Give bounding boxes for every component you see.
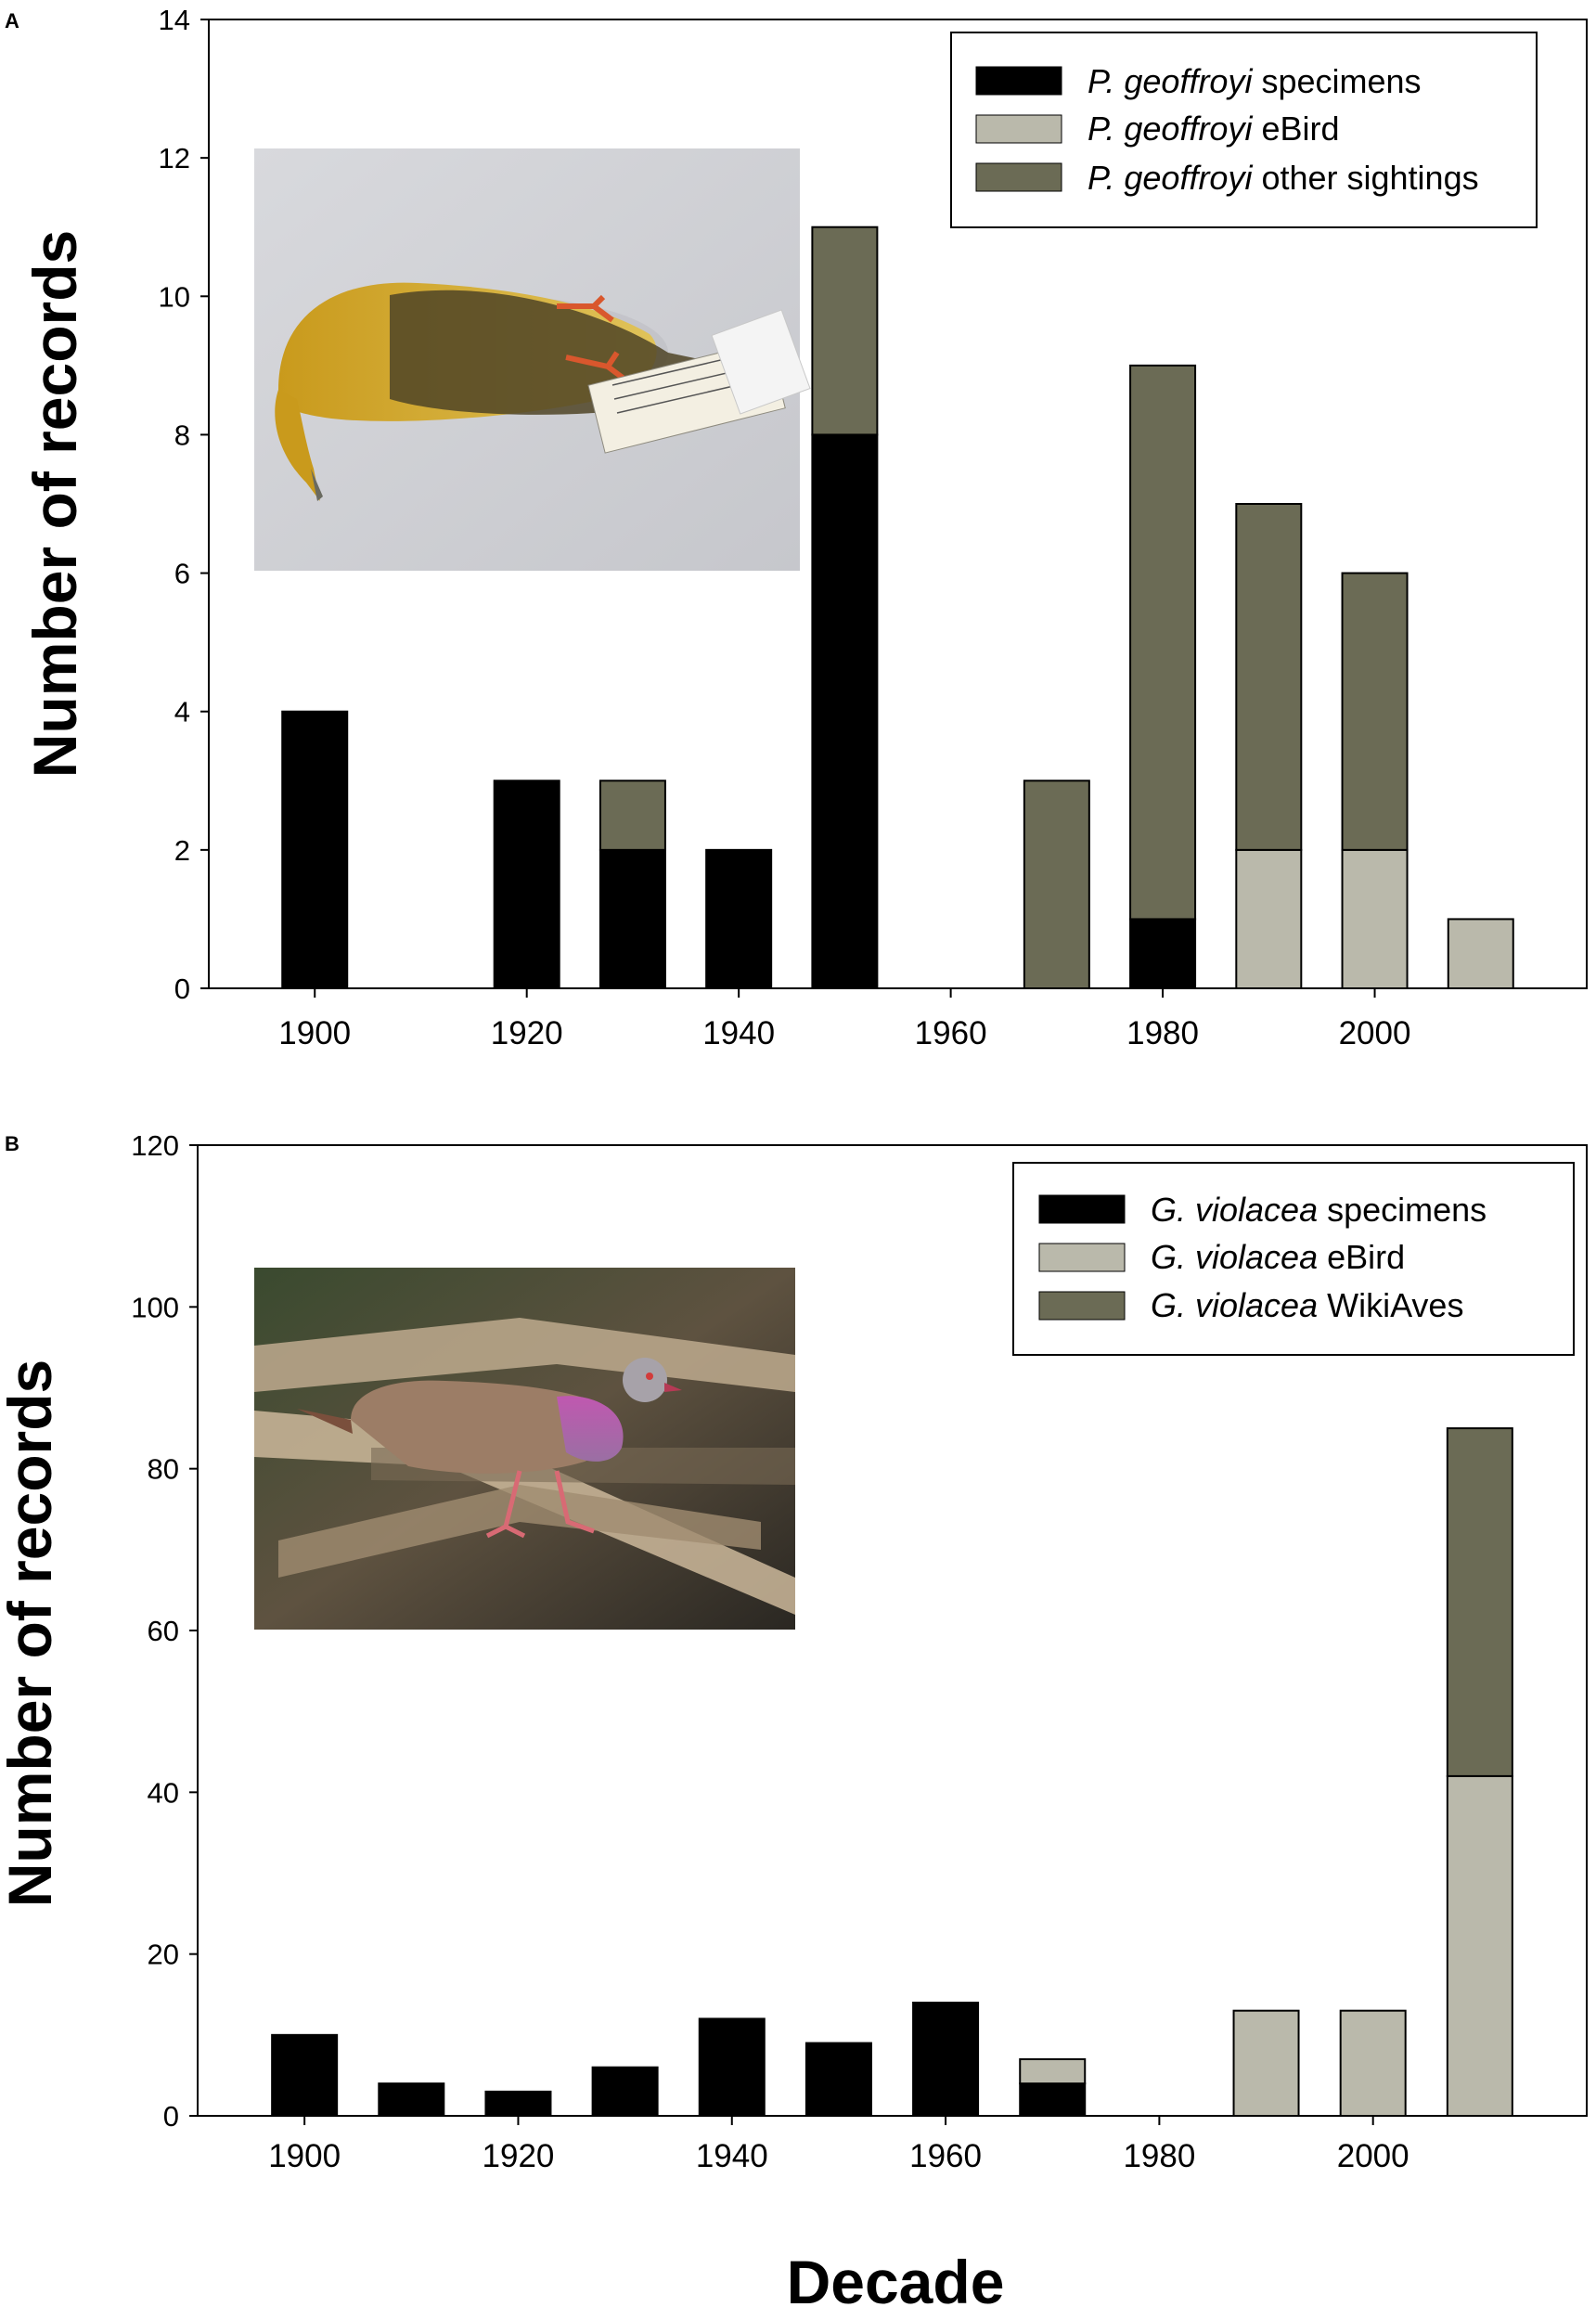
bar-a-2000-other	[1341, 572, 1409, 851]
x-tick-label-b-1920: 1920	[483, 2138, 555, 2174]
y-tick-label-b-120: 120	[131, 1129, 179, 1162]
bar-a-1970-other	[1023, 780, 1090, 989]
svg-text:G. violacea WikiAves: G. violacea WikiAves	[1151, 1286, 1463, 1324]
bar-b-1960-specimens	[912, 2001, 980, 2117]
panel-letter-b: B	[5, 1132, 19, 1155]
x-axis-title: Decade	[787, 2248, 1005, 2316]
y-tick-label-a-14: 14	[159, 4, 190, 36]
y-tick-label-a-8: 8	[174, 419, 190, 451]
bar-a-1980-specimens	[1129, 918, 1197, 990]
legend-label-b-2-rest: WikiAves	[1318, 1286, 1463, 1324]
legend-swatch-b-0	[1038, 1194, 1126, 1224]
bar-b-2010-ebird	[1446, 1774, 1513, 2118]
bar-a-1900-specimens	[281, 710, 349, 989]
x-tick-label-a-1960: 1960	[915, 1015, 987, 1051]
x-tick-label-a-2000: 2000	[1339, 1015, 1411, 1051]
legend-label-a-0-rest: specimens	[1252, 62, 1421, 100]
bar-b-1910-specimens	[378, 2082, 445, 2117]
svg-text:G. violacea eBird: G. violacea eBird	[1151, 1238, 1405, 1276]
legend-swatch-a-1	[975, 114, 1062, 144]
legend-label-a-2-species: P. geoffroyi	[1088, 159, 1253, 197]
legend-swatch-a-2	[975, 162, 1062, 192]
legend-label-a-0-species: P. geoffroyi	[1088, 62, 1253, 100]
y-tick-label-b-40: 40	[148, 1776, 179, 1809]
bar-b-1900-specimens	[271, 2033, 339, 2117]
legend-label-b-0-rest: specimens	[1318, 1191, 1487, 1229]
x-axis-a: 1900 1920 1940 1960 1980 2000	[278, 988, 1410, 1051]
panel-b: B 0 20 40 60 80 100 120 1900 1920 1940 1960 1980 20…	[0, 1129, 1588, 2316]
legend-swatch-b-2	[1038, 1291, 1126, 1321]
svg-text:P. geoffroyi specimens: P. geoffroyi specimens	[1088, 62, 1422, 100]
bar-a-1990-other	[1235, 503, 1303, 851]
legend-label-a-2-rest: other sightings	[1252, 159, 1478, 197]
legend-label-b-1-rest: eBird	[1318, 1238, 1405, 1276]
x-tick-label-a-1940: 1940	[702, 1015, 775, 1051]
bar-a-1950-specimens	[811, 433, 879, 989]
violaceous-quail-dove-photo	[254, 1268, 795, 1630]
y-axis-b: 0 20 40 60 80 100 120	[131, 1129, 198, 2133]
svg-text:G. violacea specimens: G. violacea specimens	[1151, 1191, 1487, 1229]
bar-a-1950-other	[811, 226, 879, 436]
bar-a-1990-ebird	[1235, 848, 1303, 989]
bar-b-1970-specimens	[1019, 2082, 1087, 2117]
bar-b-1990-ebird	[1232, 2009, 1300, 2118]
bar-b-1930-specimens	[591, 2066, 659, 2117]
bar-a-1980-other	[1129, 364, 1197, 921]
bar-b-2010-wikiaves	[1446, 1427, 1513, 1777]
y-tick-label-a-0: 0	[174, 973, 190, 1005]
x-tick-label-b-1940: 1940	[696, 2138, 768, 2174]
x-tick-label-b-1980: 1980	[1123, 2138, 1195, 2174]
bar-a-1930-other	[598, 780, 666, 851]
y-axis-title-a: Number of records	[20, 230, 89, 778]
bar-a-1940-specimens	[705, 848, 773, 989]
x-tick-label-b-2000: 2000	[1337, 2138, 1409, 2174]
legend-label-b-1-species: G. violacea	[1151, 1238, 1318, 1276]
panel-a: A 0 2 4 6 8 10 12 14 1900 1920 1940 1960 1980 2000 N…	[5, 4, 1588, 1051]
y-tick-label-b-100: 100	[131, 1291, 179, 1323]
y-tick-label-a-4: 4	[174, 696, 190, 728]
bars-b	[271, 1427, 1513, 2118]
legend-label-a-1-species: P. geoffroyi	[1088, 110, 1253, 148]
legend-b: G. violacea specimens G. violacea eBird …	[1012, 1162, 1575, 1356]
plot-frame-a	[208, 19, 1588, 989]
legend-swatch-a-0	[975, 66, 1062, 96]
bar-b-2000-ebird	[1339, 2009, 1407, 2118]
yellow-pigeon-specimen-photo	[254, 148, 811, 571]
y-tick-label-a-12: 12	[159, 142, 190, 174]
legend-swatch-b-1	[1038, 1243, 1126, 1272]
y-tick-label-b-20: 20	[148, 1939, 179, 1971]
bar-b-1970-ebird	[1019, 2057, 1087, 2085]
bar-b-1920-specimens	[484, 2090, 552, 2118]
bar-b-1940-specimens	[698, 2017, 766, 2117]
svg-text:P. geoffroyi eBird: P. geoffroyi eBird	[1088, 110, 1340, 148]
x-tick-label-a-1920: 1920	[491, 1015, 563, 1051]
y-tick-label-b-0: 0	[163, 2100, 179, 2133]
bar-a-2010-ebird	[1447, 918, 1514, 990]
legend-label-a-1-rest: eBird	[1252, 110, 1339, 148]
panel-letter-a: A	[5, 9, 19, 32]
y-tick-label-a-10: 10	[159, 280, 190, 313]
bars-a	[281, 226, 1514, 990]
x-tick-label-a-1900: 1900	[278, 1015, 351, 1051]
y-axis-a: 0 2 4 6 8 10 12 14	[159, 4, 209, 1005]
bar-a-2000-ebird	[1341, 848, 1409, 989]
x-tick-label-b-1960: 1960	[909, 2138, 982, 2174]
legend-a: P. geoffroyi specimens P. geoffroyi eBir…	[950, 32, 1538, 228]
bar-a-1920-specimens	[493, 780, 560, 989]
x-tick-label-a-1980: 1980	[1126, 1015, 1199, 1051]
y-tick-label-b-80: 80	[148, 1453, 179, 1486]
bar-a-1930-specimens	[598, 848, 666, 989]
x-axis-b: 1900 1920 1940 1960 1980 2000	[268, 2116, 1409, 2174]
y-tick-label-a-6: 6	[174, 558, 190, 590]
legend-label-b-0-species: G. violacea	[1151, 1191, 1318, 1229]
y-tick-label-a-2: 2	[174, 834, 190, 867]
y-axis-title-b: Number of records	[0, 1360, 64, 1907]
x-tick-label-b-1900: 1900	[268, 2138, 341, 2174]
bar-b-1950-specimens	[804, 2042, 872, 2118]
legend-label-b-2-species: G. violacea	[1151, 1286, 1318, 1324]
svg-text:P. geoffroyi other sightings: P. geoffroyi other sightings	[1088, 159, 1479, 197]
y-tick-label-b-60: 60	[148, 1615, 179, 1647]
